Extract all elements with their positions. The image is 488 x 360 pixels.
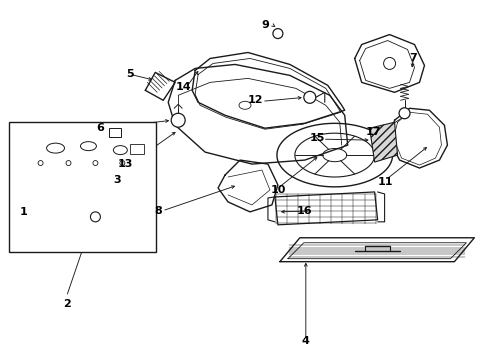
Ellipse shape xyxy=(81,141,96,150)
Ellipse shape xyxy=(46,143,64,153)
Polygon shape xyxy=(369,122,397,162)
Text: 12: 12 xyxy=(247,95,262,105)
Text: 1: 1 xyxy=(20,207,27,217)
Circle shape xyxy=(383,58,395,69)
Text: 5: 5 xyxy=(126,69,134,80)
Bar xyxy=(130,144,144,154)
Text: 10: 10 xyxy=(270,185,285,195)
Text: 6: 6 xyxy=(96,123,104,133)
Text: 4: 4 xyxy=(301,336,309,346)
Text: 8: 8 xyxy=(154,206,162,216)
Circle shape xyxy=(93,161,98,166)
Circle shape xyxy=(66,161,71,166)
Text: 2: 2 xyxy=(62,298,70,309)
Text: 17: 17 xyxy=(365,127,381,137)
Circle shape xyxy=(90,212,100,222)
Circle shape xyxy=(398,108,409,119)
Circle shape xyxy=(171,113,185,127)
Text: 11: 11 xyxy=(377,177,392,187)
Circle shape xyxy=(38,161,43,166)
Text: 13: 13 xyxy=(118,159,133,169)
Ellipse shape xyxy=(113,146,127,154)
Bar xyxy=(109,128,121,137)
Ellipse shape xyxy=(239,101,250,109)
Text: 7: 7 xyxy=(409,54,417,63)
Circle shape xyxy=(303,91,315,103)
Text: 15: 15 xyxy=(309,133,325,143)
Text: 16: 16 xyxy=(296,206,312,216)
Bar xyxy=(9,122,156,252)
Text: 9: 9 xyxy=(261,19,268,30)
Circle shape xyxy=(120,161,124,166)
Text: 14: 14 xyxy=(175,82,191,93)
Text: 3: 3 xyxy=(113,175,121,185)
Circle shape xyxy=(272,28,283,39)
